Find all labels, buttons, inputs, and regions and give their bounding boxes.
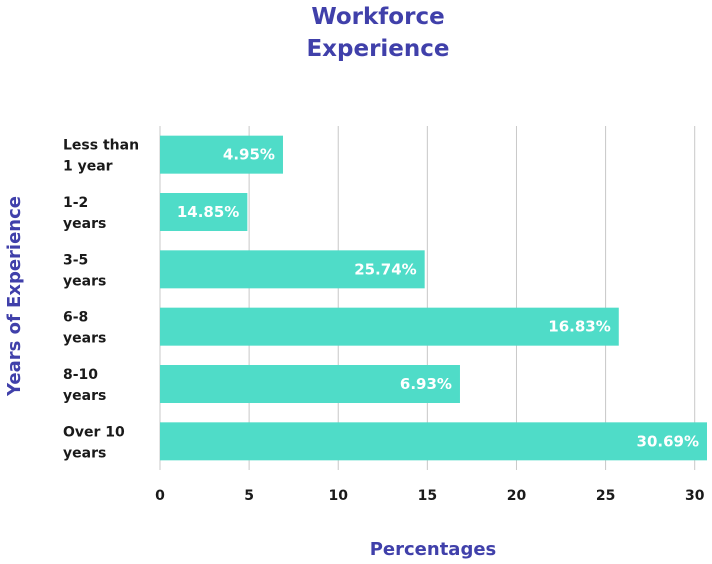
gridlines [159, 126, 696, 470]
data-label-1: 14.85% [177, 203, 239, 221]
x-tick-label-0: 0 [155, 488, 165, 504]
bar-0 [160, 135, 283, 174]
chart-title-line-2: Experience [306, 36, 449, 62]
category-label-1-line-1: 1-2 [63, 195, 88, 211]
data-label-4: 6.93% [400, 375, 452, 393]
category-label-1-line-2: years [63, 216, 106, 232]
bar-1 [160, 193, 248, 231]
y-axis-title: Years of Experience [4, 196, 25, 397]
x-tick-label-10: 10 [328, 488, 348, 504]
category-label-0-line-2: 1 year [63, 159, 113, 175]
bar-5 [160, 422, 707, 461]
category-label-2-line-2: years [63, 273, 106, 289]
y-axis-categories: Less than 1 year 1-2 years 3-5 years 6-8 years 8… [63, 138, 139, 462]
category-label-5-line-1: Over 10 [63, 424, 125, 440]
bars: 4.95% 14.85% 25.74% 16.83% 6.93% 30.69% [160, 135, 707, 461]
x-tick-label-20: 20 [507, 488, 527, 504]
category-label-3-line-2: years [63, 331, 106, 347]
x-axis-ticks: 0 5 10 15 20 25 30 [155, 488, 705, 504]
category-label-2-line-1: 3-5 [63, 252, 88, 268]
category-label-5-line-2: years [63, 445, 106, 461]
category-label-3-line-1: 6-8 [63, 310, 88, 326]
bar-4 [160, 365, 460, 403]
bar-3 [160, 307, 619, 346]
data-label-5: 30.69% [637, 432, 699, 450]
data-label-0: 4.95% [223, 146, 275, 164]
x-tick-label-15: 15 [418, 488, 437, 504]
data-label-2: 25.74% [354, 260, 416, 278]
category-label-0-line-1: Less than [63, 138, 139, 154]
x-tick-label-30: 30 [685, 488, 705, 504]
chart-title-line-1: Workforce [311, 4, 444, 30]
category-label-4-line-2: years [63, 388, 106, 404]
data-label-3: 16.83% [548, 318, 610, 336]
x-tick-label-5: 5 [244, 488, 254, 504]
x-axis-title: Percentages [370, 539, 497, 560]
category-label-4-line-1: 8-10 [63, 367, 98, 383]
x-tick-label-25: 25 [596, 488, 615, 504]
bar-2 [160, 250, 425, 289]
